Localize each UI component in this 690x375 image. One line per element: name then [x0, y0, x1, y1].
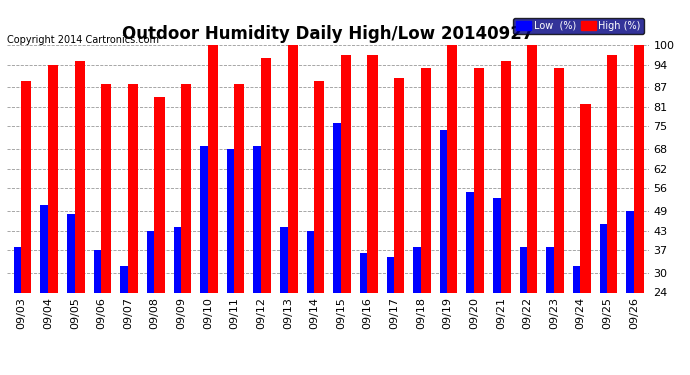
Bar — [474, 68, 484, 370]
Bar — [288, 45, 297, 370]
Bar — [440, 130, 447, 370]
Bar — [394, 78, 404, 370]
Bar — [600, 224, 607, 370]
Bar — [21, 81, 32, 370]
Bar — [386, 256, 394, 370]
Bar — [128, 84, 138, 370]
Bar — [367, 55, 377, 370]
Bar — [546, 247, 554, 370]
Bar — [101, 84, 111, 370]
Bar — [633, 45, 644, 370]
Bar — [421, 68, 431, 370]
Bar — [333, 123, 341, 370]
Bar — [181, 84, 191, 370]
Bar — [120, 267, 128, 370]
Bar — [314, 81, 324, 370]
Bar — [253, 146, 261, 370]
Bar — [94, 250, 101, 370]
Bar — [466, 192, 474, 370]
Bar — [607, 55, 617, 370]
Bar — [227, 149, 235, 370]
Bar — [261, 58, 271, 370]
Bar — [41, 205, 48, 370]
Bar — [554, 68, 564, 370]
Bar — [48, 64, 58, 370]
Bar — [527, 45, 538, 370]
Bar — [75, 61, 85, 370]
Bar — [14, 247, 21, 370]
Title: Outdoor Humidity Daily High/Low 20140927: Outdoor Humidity Daily High/Low 20140927 — [122, 26, 533, 44]
Bar — [573, 267, 580, 370]
Text: Copyright 2014 Cartronics.com: Copyright 2014 Cartronics.com — [7, 35, 159, 45]
Bar — [307, 231, 314, 370]
Bar — [447, 45, 457, 370]
Bar — [147, 231, 155, 370]
Legend: Low  (%), High (%): Low (%), High (%) — [513, 18, 644, 33]
Bar — [235, 84, 244, 370]
Bar — [413, 247, 421, 370]
Bar — [280, 227, 288, 370]
Bar — [341, 55, 351, 370]
Bar — [360, 254, 367, 370]
Bar — [580, 104, 591, 370]
Bar — [155, 97, 164, 370]
Bar — [493, 198, 500, 370]
Bar — [520, 247, 527, 370]
Bar — [200, 146, 208, 370]
Bar — [174, 227, 181, 370]
Bar — [208, 45, 218, 370]
Bar — [627, 211, 633, 370]
Bar — [67, 214, 75, 370]
Bar — [500, 61, 511, 370]
